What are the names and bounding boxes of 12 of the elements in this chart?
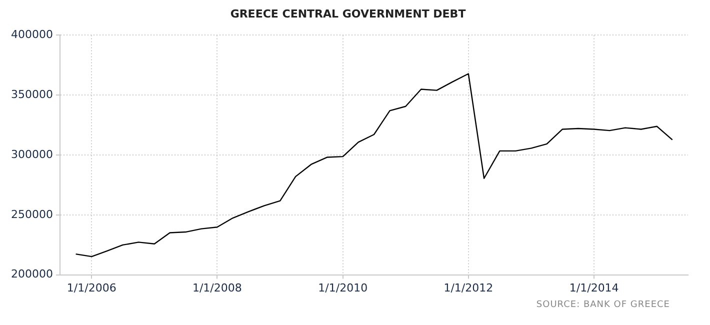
source-note: SOURCE: BANK OF GREECE <box>536 300 670 310</box>
y-tick-label: 200000 <box>10 268 53 281</box>
chart-title: GREECE CENTRAL GOVERNMENT DEBT <box>230 7 466 20</box>
x-tick-label: 1/1/2012 <box>444 281 494 294</box>
y-tick-label: 400000 <box>10 28 53 42</box>
y-tick-label: 350000 <box>10 88 53 101</box>
x-tick-label: 1/1/2014 <box>569 281 619 294</box>
x-tick-label: 1/1/2010 <box>318 281 368 294</box>
y-tick-label: 300000 <box>10 148 53 161</box>
x-tick-label: 1/1/2008 <box>192 281 242 294</box>
y-tick-label: 250000 <box>10 208 53 221</box>
x-tick-label: 1/1/2006 <box>66 281 116 294</box>
